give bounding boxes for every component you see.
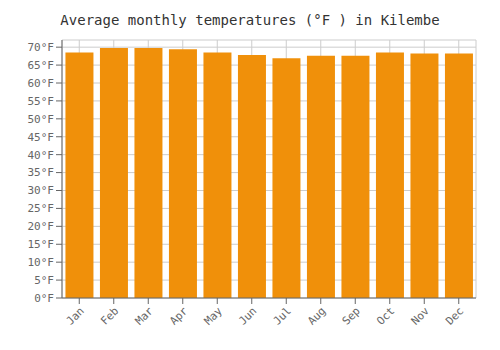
- html-text:Average monthly temperatures (: Average monthly temperatures (°F ) in Ki…: [60, 12, 440, 28]
- svg-text:Jun: Jun: [236, 304, 259, 327]
- svg-text:Oct: Oct: [374, 304, 397, 327]
- svg-text:45°F: 45°F: [28, 131, 55, 144]
- svg-text:10°F: 10°F: [28, 256, 55, 269]
- svg-text:5°F: 5°F: [34, 274, 54, 287]
- svg-text:May: May: [202, 304, 226, 328]
- svg-text:20°F: 20°F: [28, 220, 55, 233]
- svg-text:Sep: Sep: [340, 304, 363, 327]
- svg-text:Jul: Jul: [271, 304, 294, 327]
- svg-text:55°F: 55°F: [28, 95, 55, 108]
- svg-text:25°F: 25°F: [28, 202, 55, 215]
- svg-text:70°F: 70°F: [28, 41, 55, 54]
- svg-text:40°F: 40°F: [28, 149, 55, 162]
- svg-text:Jan: Jan: [64, 304, 87, 327]
- svg-text:Feb: Feb: [98, 304, 121, 327]
- svg-text:35°F: 35°F: [28, 166, 55, 179]
- svg-text:Dec: Dec: [443, 304, 466, 327]
- svg-text:Apr: Apr: [167, 304, 191, 328]
- svg-text:30°F: 30°F: [28, 184, 55, 197]
- svg-text:Nov: Nov: [409, 304, 433, 328]
- svg-text:Mar: Mar: [133, 304, 157, 328]
- svg-text:60°F: 60°F: [28, 77, 55, 90]
- svg-text:Aug: Aug: [305, 304, 328, 327]
- svg-text:0°F: 0°F: [34, 292, 54, 305]
- svg-text:50°F: 50°F: [28, 113, 55, 126]
- svg-text:65°F: 65°F: [28, 59, 55, 72]
- svg-text:15°F: 15°F: [28, 238, 55, 251]
